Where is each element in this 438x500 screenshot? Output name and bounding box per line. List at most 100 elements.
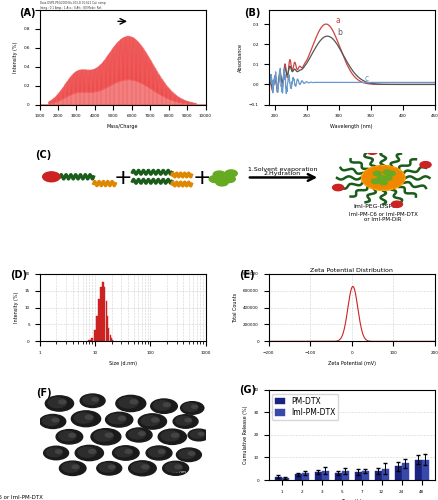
Bar	[113, 340, 114, 342]
Circle shape	[225, 170, 237, 177]
Bar	[107, 316, 108, 342]
Circle shape	[59, 400, 66, 404]
X-axis label: Size (d.nm): Size (d.nm)	[108, 360, 136, 366]
Bar	[104, 288, 105, 342]
Circle shape	[125, 450, 131, 454]
Bar	[374, 471, 381, 480]
Bar	[294, 474, 301, 480]
Circle shape	[85, 415, 92, 419]
Circle shape	[371, 179, 378, 184]
Circle shape	[184, 418, 191, 422]
Text: c: c	[364, 74, 367, 83]
Circle shape	[131, 462, 149, 472]
Circle shape	[153, 401, 170, 410]
Circle shape	[382, 170, 390, 174]
Bar	[394, 466, 401, 480]
Circle shape	[213, 171, 225, 178]
Circle shape	[161, 431, 179, 441]
Text: (A): (A)	[20, 8, 36, 18]
Circle shape	[119, 398, 138, 408]
Circle shape	[173, 414, 198, 428]
Circle shape	[378, 180, 386, 184]
Text: (E): (E)	[238, 270, 254, 280]
Circle shape	[366, 148, 377, 154]
Circle shape	[88, 450, 95, 454]
Bar	[108, 328, 109, 342]
Bar	[314, 472, 321, 480]
Y-axis label: Absorbance: Absorbance	[238, 43, 243, 72]
Circle shape	[56, 430, 82, 444]
Circle shape	[48, 398, 66, 407]
Circle shape	[373, 171, 381, 175]
Bar	[112, 340, 113, 342]
X-axis label: Zeta Potential (mV): Zeta Potential (mV)	[327, 360, 375, 366]
Circle shape	[386, 171, 394, 175]
Circle shape	[141, 416, 159, 426]
X-axis label: Wavelength (nm): Wavelength (nm)	[330, 124, 372, 129]
Circle shape	[158, 450, 165, 454]
Bar	[105, 301, 106, 342]
Circle shape	[152, 418, 159, 422]
Circle shape	[183, 403, 198, 411]
Text: 1.Solvent evaporation: 1.Solvent evaporation	[247, 166, 317, 172]
Text: a: a	[335, 16, 339, 25]
Circle shape	[146, 446, 172, 460]
Circle shape	[175, 416, 191, 425]
Circle shape	[118, 416, 125, 420]
Circle shape	[332, 184, 343, 190]
Circle shape	[377, 176, 385, 180]
Circle shape	[59, 461, 86, 475]
Circle shape	[188, 452, 194, 455]
Circle shape	[69, 434, 75, 437]
Circle shape	[99, 463, 115, 472]
Circle shape	[138, 432, 145, 436]
Circle shape	[82, 396, 99, 404]
Bar	[361, 471, 368, 480]
Circle shape	[223, 176, 235, 182]
Text: (C): (C)	[35, 150, 52, 160]
Circle shape	[165, 463, 182, 472]
Circle shape	[80, 394, 105, 407]
Circle shape	[96, 462, 121, 475]
Bar	[321, 470, 328, 480]
Bar	[413, 460, 420, 480]
Circle shape	[43, 446, 68, 460]
Circle shape	[55, 450, 62, 454]
Bar	[111, 338, 112, 342]
Bar	[341, 471, 348, 480]
Circle shape	[74, 413, 93, 423]
Circle shape	[209, 176, 221, 182]
Bar	[88, 340, 90, 342]
Bar	[334, 473, 341, 480]
Bar	[94, 330, 95, 342]
Y-axis label: Intensity (%): Intensity (%)	[13, 42, 18, 73]
Bar	[354, 472, 361, 480]
Circle shape	[175, 465, 181, 468]
Circle shape	[126, 428, 152, 442]
Circle shape	[62, 463, 79, 472]
Text: Data DSPE-PEG2000 No.003-D 01:S21 Cal: samp
Integ.: 0.1 Amp.: 1 Acc.: 0 Att.: 80: Data DSPE-PEG2000 No.003-D 01:S21 Cal: s…	[39, 1, 105, 10]
Circle shape	[72, 465, 78, 468]
Circle shape	[141, 465, 148, 468]
Circle shape	[150, 399, 177, 413]
Y-axis label: Intensity (%): Intensity (%)	[14, 292, 19, 324]
Circle shape	[40, 414, 66, 428]
Circle shape	[108, 466, 115, 468]
Circle shape	[128, 430, 145, 439]
Circle shape	[190, 430, 204, 438]
Circle shape	[71, 411, 100, 426]
Circle shape	[46, 448, 62, 456]
Circle shape	[130, 400, 137, 404]
Circle shape	[148, 448, 165, 457]
Circle shape	[59, 432, 76, 440]
Bar	[281, 478, 288, 480]
Text: ~ 20 nm: ~ 20 nm	[168, 470, 186, 474]
Circle shape	[361, 166, 404, 190]
Legend: PM-DTX, ImI-PM-DTX: PM-DTX, ImI-PM-DTX	[272, 394, 337, 420]
Circle shape	[112, 446, 139, 460]
Circle shape	[105, 433, 113, 437]
Circle shape	[163, 403, 170, 406]
Title: Zeta Potential Distribution: Zeta Potential Distribution	[310, 268, 392, 272]
Circle shape	[391, 201, 402, 207]
Circle shape	[78, 447, 96, 457]
